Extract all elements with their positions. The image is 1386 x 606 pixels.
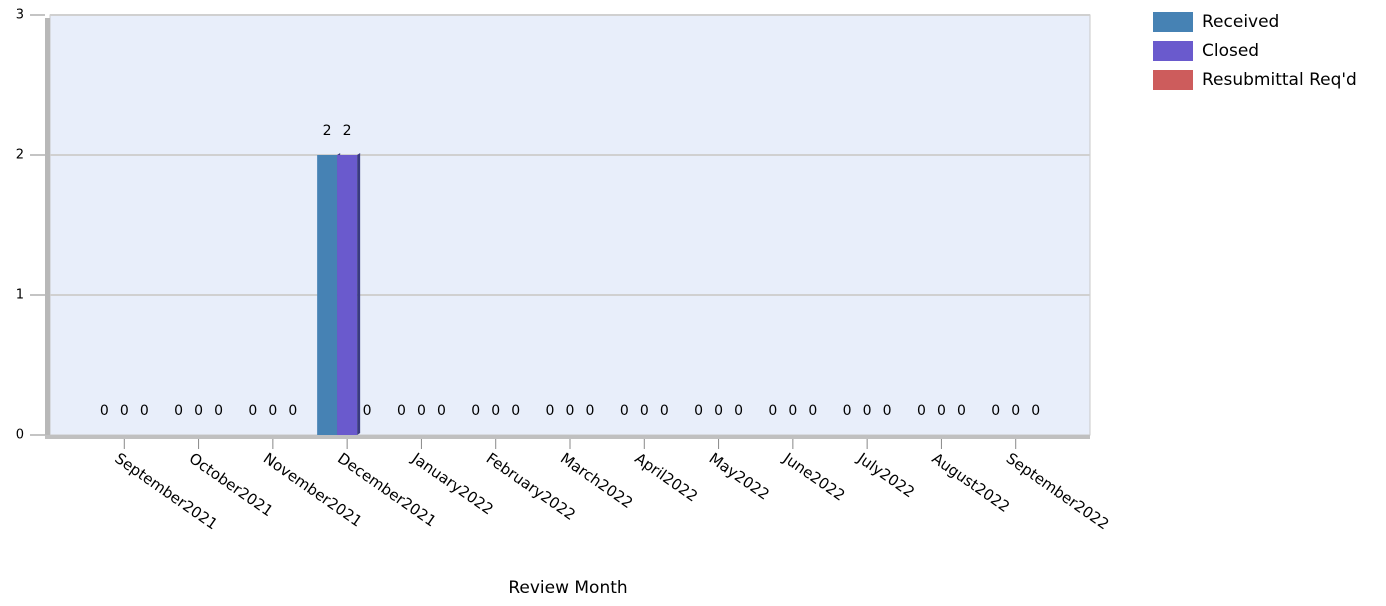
data-label: 0: [471, 403, 480, 419]
data-label: 0: [991, 403, 1000, 419]
data-label: 0: [1011, 403, 1020, 419]
data-label: 0: [511, 403, 520, 419]
x-tick-label: September2022: [1003, 449, 1113, 533]
data-label: 0: [248, 403, 257, 419]
data-label: 2: [323, 123, 332, 139]
data-label: 0: [883, 403, 892, 419]
legend-swatch: [1153, 70, 1193, 90]
data-label: 0: [566, 403, 575, 419]
bar-part: [337, 155, 358, 435]
x-tick-label: April2022: [631, 449, 701, 505]
data-label: 0: [734, 403, 743, 419]
data-label: 0: [917, 403, 926, 419]
y-tick-label: 1: [16, 288, 24, 303]
plot-area: [49, 14, 1091, 436]
y-tick-label: 3: [16, 8, 24, 23]
data-label: 0: [714, 403, 723, 419]
data-label: 0: [437, 403, 446, 419]
data-label: 2: [343, 123, 352, 139]
data-label: 0: [194, 403, 203, 419]
data-label: 0: [120, 403, 129, 419]
data-label: 0: [863, 403, 872, 419]
data-label: 0: [214, 403, 223, 419]
x-tick-label: August2022: [929, 449, 1014, 516]
legend-label: Closed: [1202, 41, 1259, 61]
data-label: 0: [843, 403, 852, 419]
y-tick-label: 0: [16, 428, 24, 443]
data-label: 0: [491, 403, 500, 419]
data-label: 0: [288, 403, 297, 419]
legend-swatch: [1153, 41, 1193, 61]
data-label: 0: [174, 403, 183, 419]
data-label: 0: [363, 403, 372, 419]
data-label: 0: [788, 403, 797, 419]
legend-label: Resubmittal Req'd: [1202, 70, 1357, 90]
data-label: 0: [546, 403, 555, 419]
data-label: 0: [417, 403, 426, 419]
x-axis-label: Review Month: [508, 578, 627, 598]
data-label: 0: [268, 403, 277, 419]
data-label: 0: [660, 403, 669, 419]
data-label: 0: [808, 403, 817, 419]
data-label: 0: [937, 403, 946, 419]
data-label: 0: [768, 403, 777, 419]
data-label: 0: [140, 403, 149, 419]
y-tick-label: 2: [16, 148, 24, 163]
bar: [337, 153, 361, 435]
data-label: 0: [586, 403, 595, 419]
bar: [317, 153, 341, 435]
legend-swatch: [1153, 12, 1193, 32]
x-tick-label: June2022: [779, 449, 848, 505]
x-tick-label: May2022: [706, 449, 773, 503]
bar-part: [357, 153, 361, 435]
legend-label: Received: [1202, 12, 1279, 32]
data-label: 0: [100, 403, 109, 419]
data-label: 0: [957, 403, 966, 419]
bar-part: [317, 155, 338, 435]
data-label: 0: [1031, 403, 1040, 419]
data-label: 0: [620, 403, 629, 419]
axis-wall: [45, 18, 50, 435]
data-label: 0: [397, 403, 406, 419]
data-label: 0: [694, 403, 703, 419]
data-label: 0: [640, 403, 649, 419]
x-tick-label: July2022: [853, 449, 918, 502]
axis-floor: [45, 435, 1090, 439]
